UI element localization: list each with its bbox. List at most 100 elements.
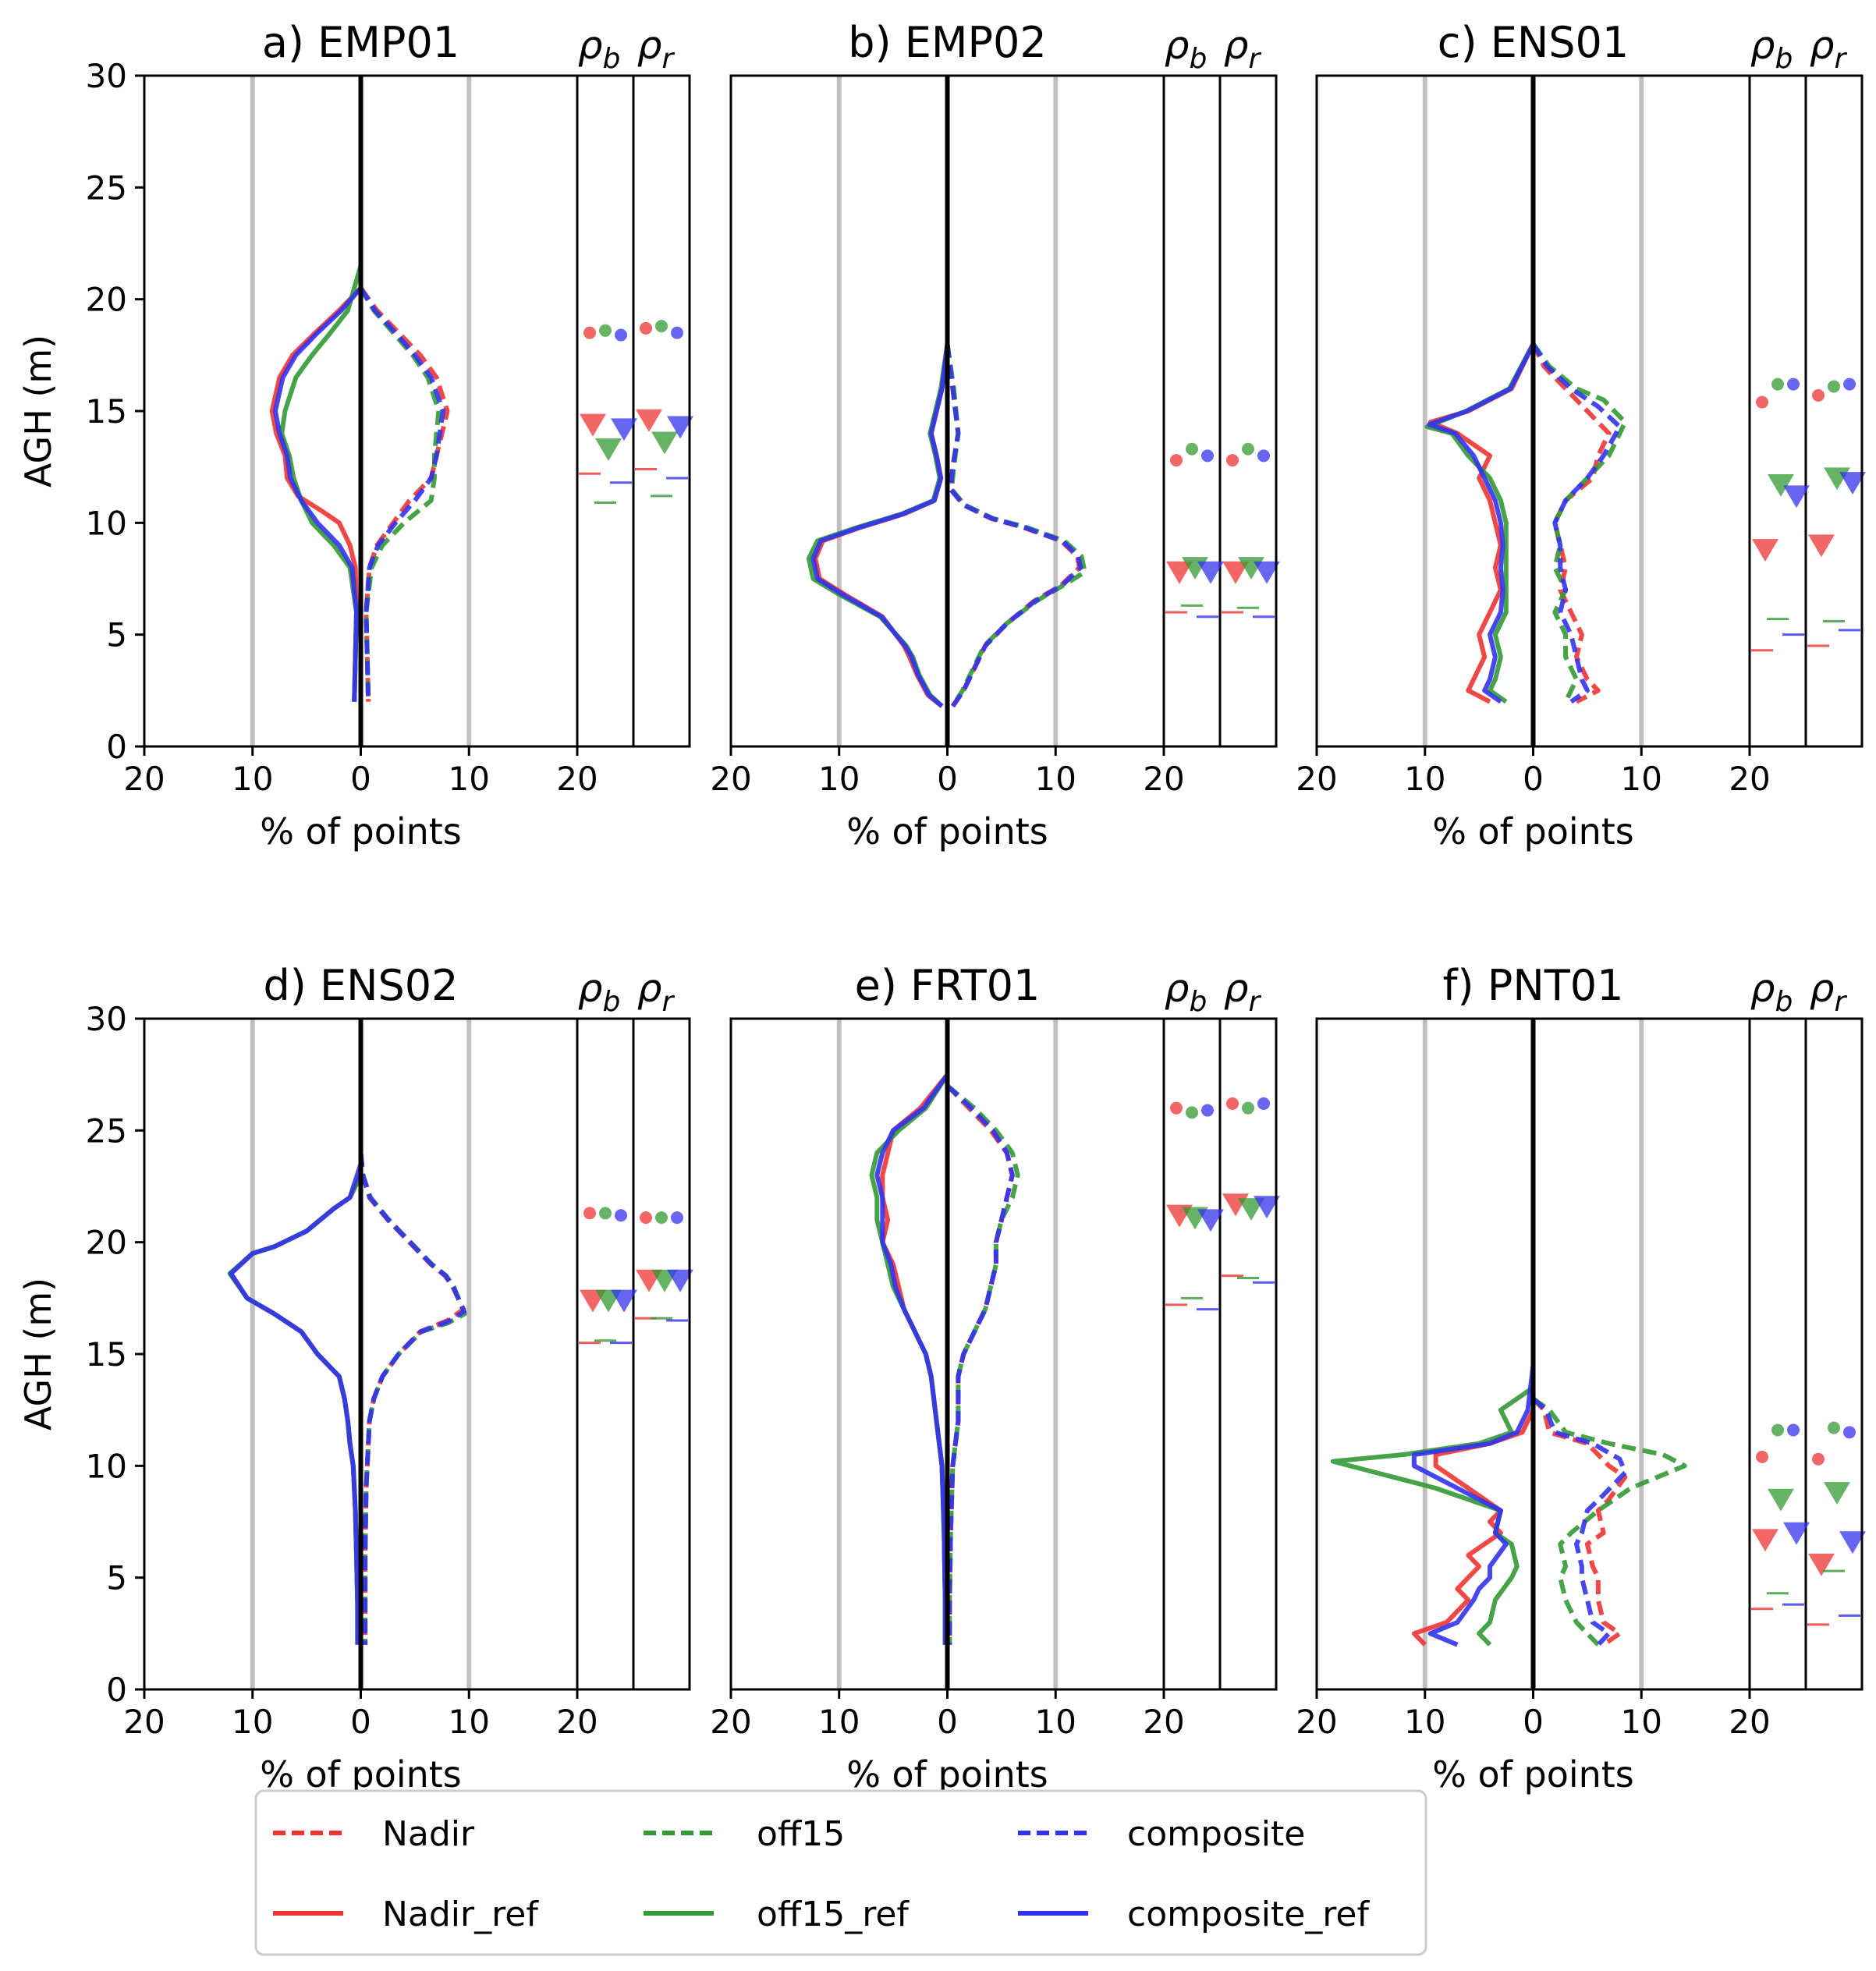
panel-4: 20 10 0 10 20 % of points 0 5 10 15 20 25 30 AGH (m) d… xyxy=(17,961,693,1796)
x-tick-label: 10 xyxy=(449,1703,490,1741)
rho-b-label: ρb xyxy=(1165,966,1208,1018)
y-tick-label: 30 xyxy=(86,1000,127,1038)
rho-r-circle xyxy=(1242,1101,1254,1115)
rho-b-circle xyxy=(1201,449,1214,463)
x-tick-label: 20 xyxy=(710,760,751,798)
panel-title: d) ENS02 xyxy=(263,961,458,1010)
y-tick-label: 15 xyxy=(86,1335,127,1374)
rho-r-triangle xyxy=(1808,534,1835,558)
x-tick-label: 10 xyxy=(1621,760,1662,798)
y-tick-label: 20 xyxy=(86,1224,127,1262)
panel-title: b) EMP02 xyxy=(848,18,1047,67)
series-line-composite xyxy=(358,1152,466,1645)
x-tick-label: 10 xyxy=(1035,1703,1076,1741)
rho-r-subscript: r xyxy=(661,986,675,1018)
x-tick-label: 20 xyxy=(1143,1703,1184,1741)
x-tick-label: 10 xyxy=(232,760,273,798)
x-tick-label: 0 xyxy=(1523,760,1544,798)
rho-b-circle xyxy=(1756,395,1768,409)
series-line-composite-ref xyxy=(1411,1364,1536,1647)
x-tick-label: 0 xyxy=(1523,1703,1544,1741)
rho-b-circle xyxy=(1186,1106,1198,1119)
rho-r-triangle xyxy=(1824,1482,1850,1505)
x-tick-label: 10 xyxy=(1621,1703,1662,1741)
rho-r-circle xyxy=(655,320,668,333)
rho-b-circle xyxy=(1170,454,1183,467)
rho-b-triangle xyxy=(611,418,637,441)
series-line-composite-ref xyxy=(229,1163,363,1645)
rho-b-circle xyxy=(1756,1450,1768,1463)
y-tick-label: 10 xyxy=(86,504,127,542)
rho-b-subscript: b xyxy=(1775,43,1793,75)
rho-r-circle xyxy=(1843,378,1856,391)
rho-r-circle xyxy=(1226,454,1239,467)
y-tick-label: 5 xyxy=(106,616,127,654)
series-line-nadir xyxy=(1531,1397,1628,1647)
rho-r-circle xyxy=(655,1211,668,1225)
x-tick-label: 10 xyxy=(1404,1703,1445,1741)
panel-title: e) FRT01 xyxy=(855,961,1041,1010)
rho-r-circle xyxy=(640,1211,652,1225)
series-line-composite xyxy=(1530,342,1622,704)
rho-b-subscript: b xyxy=(602,986,620,1018)
legend-label-off15-ref: off15_ref xyxy=(757,1895,910,1934)
series-line-nadir xyxy=(359,286,450,702)
x-tick-label: 0 xyxy=(350,760,371,798)
x-tick-label: 20 xyxy=(123,1703,165,1741)
plot-frame xyxy=(729,1017,1278,1691)
x-tick-label: 10 xyxy=(449,760,490,798)
rho-r-subscript: r xyxy=(1248,986,1261,1018)
panel-1: 20 10 0 10 20 % of points 0 5 10 15 20 25 30 AGH (m) a… xyxy=(17,18,693,853)
rho-r-triangle xyxy=(1839,1531,1866,1554)
series-line-composite xyxy=(945,1083,1015,1645)
rho-r-triangle xyxy=(667,1269,693,1292)
x-tick-label: 20 xyxy=(1296,1703,1337,1741)
rho-b-circle xyxy=(1186,442,1198,456)
rho-b-triangle xyxy=(1783,1522,1810,1545)
rho-r-triangle xyxy=(1238,1198,1264,1221)
rho-b-subscript: b xyxy=(1189,986,1207,1018)
legend-label-nadir-ref: Nadir_ref xyxy=(382,1895,539,1934)
rho-b-triangle xyxy=(611,1289,637,1313)
rho-r-circle xyxy=(1226,1097,1239,1110)
panels: 20 10 0 10 20 % of points 0 5 10 15 20 25 30 AGH (m) a… xyxy=(17,18,1866,1796)
rho-r-triangle xyxy=(651,431,678,455)
rho-r-circle xyxy=(1843,1426,1856,1439)
y-tick-label: 0 xyxy=(106,1671,127,1709)
x-tick-label: 20 xyxy=(710,1703,751,1741)
legend-label-off15: off15 xyxy=(757,1814,845,1854)
x-axis-label: % of points xyxy=(1432,810,1634,853)
series-line-composite-ref xyxy=(1427,342,1536,704)
rho-r-triangle xyxy=(1254,561,1280,584)
rho-b-circle xyxy=(1170,1101,1183,1115)
rho-r-circle xyxy=(1242,442,1254,456)
rho-r-circle xyxy=(640,321,652,335)
x-axis-label: % of points xyxy=(846,1753,1048,1796)
rho-b-circle xyxy=(599,1207,612,1220)
y-tick-label: 25 xyxy=(86,168,127,207)
rho-r-circle xyxy=(671,1211,683,1225)
rho-r-triangle xyxy=(1222,561,1249,584)
rho-b-circle xyxy=(1771,378,1784,391)
x-tick-label: 10 xyxy=(818,760,860,798)
rho-b-subscript: b xyxy=(1189,43,1207,75)
x-tick-label: 20 xyxy=(1729,1703,1770,1741)
x-tick-label: 20 xyxy=(1296,760,1337,798)
plot-frame xyxy=(1315,74,1864,748)
x-tick-label: 0 xyxy=(350,1703,371,1741)
series-line-off15 xyxy=(945,1083,1020,1645)
x-axis-label: % of points xyxy=(260,1753,462,1796)
y-tick-label: 20 xyxy=(86,281,127,319)
series-line-composite xyxy=(1531,1397,1628,1647)
panel-5: 20 10 0 10 20 % of points e) FRT01 ρb ρr xyxy=(710,961,1280,1796)
y-tick-label: 30 xyxy=(86,57,127,95)
rho-r-triangle xyxy=(636,409,662,432)
y-axis-label: AGH (m) xyxy=(17,1278,59,1430)
rho-b-triangle xyxy=(1768,1488,1794,1512)
rho-b-triangle xyxy=(1197,1209,1224,1232)
x-axis-label: % of points xyxy=(846,810,1048,853)
rho-r-subscript: r xyxy=(661,43,675,75)
